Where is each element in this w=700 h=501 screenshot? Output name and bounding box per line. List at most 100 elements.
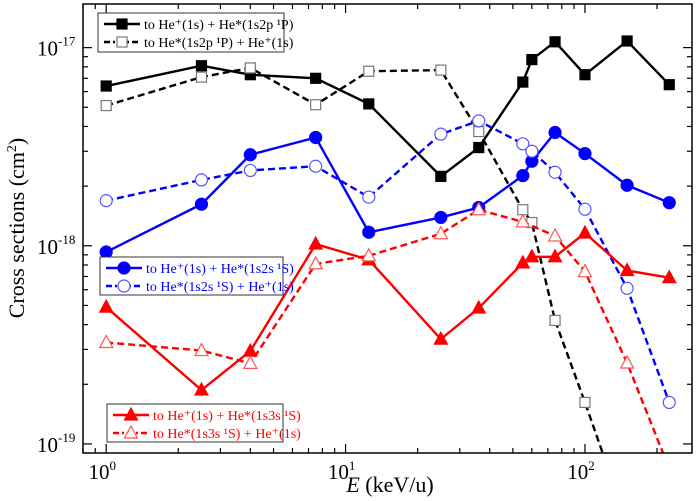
- legend-marker: [116, 36, 128, 48]
- data-point: [309, 130, 323, 145]
- legend-marker: [123, 424, 139, 439]
- legend-entry: to He*(1s3s ¹S) + He⁺(1s): [113, 424, 301, 442]
- data-point: [579, 396, 591, 409]
- data-point: [243, 163, 257, 178]
- data-point: [310, 72, 322, 84]
- data-point: [526, 54, 538, 66]
- tick-labels: 100 101 102 10-19 10-18 10-17: [37, 34, 595, 484]
- data-point: [473, 141, 485, 154]
- legend-label: to He*(1s3s ¹S) + He⁺(1s): [153, 427, 301, 442]
- data-point: [577, 263, 593, 278]
- data-point: [473, 125, 485, 138]
- data-point: [471, 201, 487, 216]
- data-point: [620, 281, 634, 295]
- series-2: [99, 125, 676, 259]
- legend-label: to He⁺(1s) + He*(1s2s ¹S): [146, 262, 294, 277]
- data-point: [619, 262, 635, 277]
- data-point: [662, 395, 676, 410]
- data-point: [620, 178, 634, 192]
- data-point: [435, 64, 447, 76]
- series-layer: [98, 35, 677, 453]
- plot-frame: [82, 3, 693, 454]
- y-tick-label: 10-19: [37, 430, 75, 457]
- data-point: [362, 190, 376, 204]
- data-point: [548, 165, 562, 179]
- data-point: [195, 71, 208, 83]
- legend-label: to He*(1s2p ¹P) + He⁺(1s): [144, 36, 294, 51]
- series-0: [100, 35, 675, 182]
- x-tick-label: 102: [567, 458, 595, 484]
- data-point: [242, 355, 258, 369]
- axis-ticks: [82, 4, 692, 453]
- legend-marker: [117, 279, 131, 293]
- data-point: [100, 99, 112, 112]
- legend-marker: [117, 261, 131, 275]
- data-point: [193, 342, 209, 357]
- y-tick-label: 10-18: [37, 232, 75, 259]
- legend-label: to He⁺(1s) + He*(1s3s ¹S): [153, 409, 301, 424]
- data-point: [362, 225, 376, 239]
- data-point: [517, 76, 529, 88]
- series-3: [99, 114, 676, 410]
- legend-box-1p: [97, 12, 285, 53]
- series-line: [106, 208, 665, 453]
- data-point: [579, 69, 591, 81]
- data-point: [363, 98, 375, 110]
- legend-box-2s: [99, 256, 284, 296]
- data-point: [308, 255, 324, 270]
- data-point: [98, 334, 114, 349]
- data-point: [516, 137, 530, 151]
- data-point: [435, 170, 447, 182]
- data-point: [524, 248, 540, 263]
- data-point: [549, 314, 561, 327]
- data-point: [663, 79, 675, 91]
- data-point: [661, 269, 677, 284]
- data-point: [548, 125, 562, 140]
- y-tick-label: 10-17: [37, 34, 76, 61]
- data-point: [578, 146, 592, 161]
- data-point: [549, 36, 561, 48]
- legend-entry: to He⁺(1s) + He*(1s2p ¹P): [104, 18, 294, 33]
- x-tick-label: 101: [328, 458, 356, 484]
- data-point: [621, 35, 633, 47]
- data-point: [363, 65, 375, 77]
- legend-label: to He⁺(1s) + He*(1s2p ¹P): [144, 18, 294, 33]
- series-1: [100, 62, 604, 453]
- legend-label: to He*(1s2s ¹S) + He⁺(1s): [146, 280, 294, 295]
- legend-entry: to He*(1s2p ¹P) + He⁺(1s): [104, 36, 294, 51]
- data-point: [578, 202, 592, 216]
- legend-entries: to He⁺(1s) + He*(1s2p ¹P) to He*(1s2p ¹P)…: [104, 18, 301, 442]
- data-point: [243, 148, 257, 162]
- data-point: [433, 225, 449, 240]
- data-point: [99, 194, 113, 208]
- series-4: [98, 224, 677, 396]
- data-point: [195, 60, 208, 72]
- data-point: [472, 114, 486, 128]
- data-point: [471, 299, 487, 314]
- data-point: [309, 159, 323, 173]
- data-point: [619, 354, 635, 369]
- data-point: [516, 169, 530, 183]
- data-point: [433, 330, 449, 345]
- data-point: [434, 210, 448, 225]
- data-point: [99, 245, 113, 259]
- x-axis-title: E (keV/u): [345, 472, 433, 497]
- series-line: [105, 66, 604, 453]
- data-point: [547, 248, 563, 263]
- data-point: [193, 381, 209, 396]
- data-point: [244, 62, 256, 74]
- data-point: [525, 144, 539, 158]
- data-point: [98, 298, 114, 313]
- data-point: [662, 196, 676, 210]
- data-point: [361, 247, 377, 262]
- y-axis-title: Cross sections (cm2): [4, 138, 29, 319]
- data-point: [517, 204, 529, 216]
- data-point: [194, 197, 209, 211]
- legend-marker: [116, 18, 128, 30]
- legend-marker: [123, 406, 139, 421]
- data-point: [308, 235, 324, 250]
- series-5: [98, 201, 665, 453]
- data-point: [515, 213, 531, 228]
- data-point: [577, 224, 593, 239]
